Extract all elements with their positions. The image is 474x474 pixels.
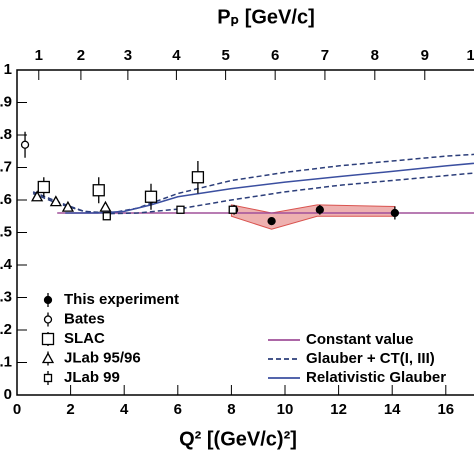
y-tick-label: 1 — [4, 61, 12, 78]
x2-tick-label: 4 — [172, 47, 181, 64]
y-tick-label: 0.2 — [0, 321, 12, 338]
x2-tick-label: 10 — [466, 47, 474, 64]
point — [191, 171, 205, 184]
y-tick-label: 0 — [4, 386, 12, 403]
legend-label: This experiment — [64, 291, 179, 308]
legend-label: JLab 95/96 — [64, 349, 141, 366]
x2-tick-label: 8 — [371, 47, 379, 64]
x2-tick-label: 3 — [124, 47, 132, 64]
y-tick-label: 0.7 — [0, 158, 12, 175]
point — [30, 190, 44, 202]
legend-label: Bates — [64, 310, 105, 327]
curve — [65, 162, 474, 214]
x-tick-label: 2 — [66, 401, 74, 418]
point — [20, 140, 30, 149]
y-tick-label: 0.1 — [0, 353, 12, 370]
y-tick-label: 0.5 — [0, 223, 12, 240]
y-tick-label: 0.6 — [0, 191, 12, 208]
legend-marker — [43, 373, 53, 383]
point — [176, 205, 185, 214]
y-tick-label: 0.8 — [0, 126, 12, 143]
x2-tick-label: 1 — [35, 47, 43, 64]
point — [267, 216, 276, 226]
x2-tick-label: 7 — [321, 47, 329, 64]
curve — [32, 172, 474, 215]
legend-label: Constant value — [306, 331, 414, 348]
x-tick-label: 8 — [227, 401, 235, 418]
point — [61, 200, 75, 212]
y-tick-label: 0.3 — [0, 288, 12, 305]
y-tick-label: 0.9 — [0, 93, 12, 110]
x2-tick-label: 5 — [221, 47, 229, 64]
point — [37, 180, 50, 194]
error-band — [230, 204, 396, 230]
point — [99, 200, 112, 212]
x2-tick-label: 9 — [421, 47, 429, 64]
x2-tick-label: 6 — [271, 47, 279, 64]
point — [92, 184, 105, 197]
point — [144, 190, 158, 203]
x2-axis-title: Pₚ [GeV/c] — [217, 6, 314, 28]
legend-label: Glauber + CT(I, III) — [306, 350, 435, 367]
legend-marker — [41, 332, 55, 346]
legend-marker — [43, 315, 53, 324]
x-tick-label: 4 — [120, 401, 129, 418]
x-tick-label: 0 — [13, 401, 21, 418]
point — [315, 205, 324, 214]
legend-label: Relativistic Glauber — [306, 369, 446, 386]
point — [49, 195, 62, 207]
legend-marker — [43, 295, 53, 305]
y-tick-label: 0.4 — [0, 256, 13, 273]
point — [228, 205, 237, 214]
legend-marker — [41, 352, 55, 364]
x-tick-label: 12 — [330, 401, 347, 418]
point — [102, 212, 111, 221]
x-axis-title: Q² [(GeV/c)²] — [179, 428, 297, 450]
x-tick-label: 14 — [384, 401, 401, 418]
x-tick-label: 16 — [437, 401, 454, 418]
legend-label: JLab 99 — [64, 369, 120, 386]
point — [390, 208, 400, 218]
x2-tick-label: 2 — [77, 47, 85, 64]
x-tick-label: 10 — [277, 401, 294, 418]
legend-label: SLAC — [64, 330, 105, 347]
x-tick-label: 6 — [174, 401, 182, 418]
